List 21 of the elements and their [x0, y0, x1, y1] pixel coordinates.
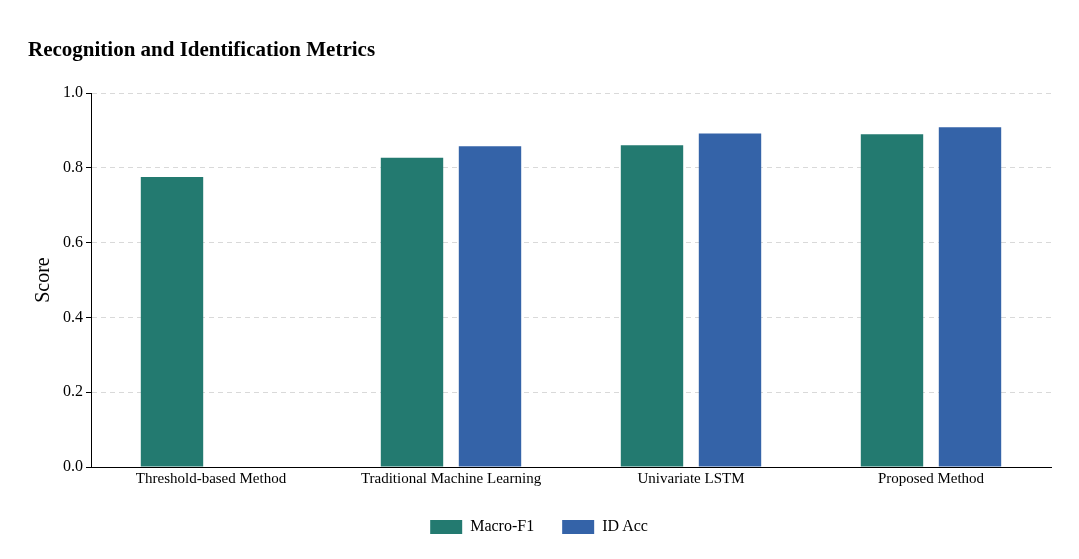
- legend-label: ID Acc: [602, 517, 648, 535]
- y-tick-label: 0.8: [63, 158, 83, 176]
- chart-title: Recognition and Identification Metrics: [28, 37, 376, 62]
- bar: [860, 134, 924, 467]
- y-tick-label: 0.4: [63, 307, 83, 325]
- bar: [380, 157, 444, 467]
- bar: [458, 146, 522, 467]
- bar: [620, 145, 684, 467]
- y-tick-label: 1.0: [63, 83, 83, 101]
- x-tick-label: Proposed Method: [877, 469, 985, 486]
- bar: [698, 133, 762, 467]
- legend-label: Macro-F1: [470, 517, 535, 535]
- bar: [140, 176, 204, 467]
- y-tick-label: 0.6: [63, 232, 83, 250]
- x-tick-label: Traditional Machine Learning: [360, 469, 542, 486]
- y-axis-title: Score: [31, 257, 54, 303]
- bar: [938, 127, 1002, 467]
- x-tick-label: Univariate LSTM: [637, 469, 745, 486]
- y-tick-label: 0.0: [63, 457, 83, 475]
- y-tick-label: 0.2: [63, 382, 83, 400]
- x-tick-label: Threshold-based Method: [135, 469, 287, 486]
